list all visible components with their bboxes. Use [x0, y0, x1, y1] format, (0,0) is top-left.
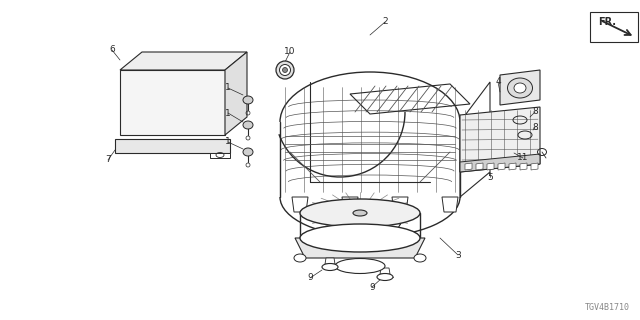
Text: 4: 4 [495, 77, 501, 86]
Text: 11: 11 [517, 154, 529, 163]
Text: 6: 6 [109, 45, 115, 54]
Polygon shape [342, 197, 358, 212]
Polygon shape [460, 107, 540, 172]
Ellipse shape [335, 259, 385, 274]
Polygon shape [380, 268, 390, 274]
Text: 9: 9 [307, 274, 313, 283]
Polygon shape [325, 258, 335, 264]
Polygon shape [531, 163, 538, 170]
Text: 3: 3 [455, 251, 461, 260]
Ellipse shape [300, 199, 420, 227]
Polygon shape [476, 163, 483, 170]
Text: 1: 1 [225, 138, 231, 147]
Polygon shape [487, 163, 494, 170]
Polygon shape [498, 163, 505, 170]
Text: FR.: FR. [598, 17, 616, 27]
Ellipse shape [294, 254, 306, 262]
Text: 8: 8 [532, 108, 538, 116]
Ellipse shape [353, 210, 367, 216]
Polygon shape [465, 163, 472, 170]
Text: 2: 2 [382, 18, 388, 27]
Polygon shape [509, 163, 516, 170]
Polygon shape [500, 70, 540, 105]
Ellipse shape [340, 214, 400, 234]
Ellipse shape [322, 263, 338, 270]
Text: TGV4B1710: TGV4B1710 [585, 303, 630, 312]
Polygon shape [442, 197, 458, 212]
Ellipse shape [508, 78, 532, 98]
Text: 10: 10 [284, 47, 296, 57]
Polygon shape [120, 70, 225, 135]
Ellipse shape [514, 83, 526, 93]
Polygon shape [225, 52, 247, 135]
Polygon shape [120, 52, 247, 70]
Polygon shape [295, 238, 425, 258]
Ellipse shape [243, 121, 253, 129]
Ellipse shape [414, 254, 426, 262]
Ellipse shape [280, 65, 291, 76]
Polygon shape [115, 139, 230, 153]
Ellipse shape [377, 274, 393, 281]
Ellipse shape [276, 61, 294, 79]
Ellipse shape [243, 96, 253, 104]
Polygon shape [520, 163, 527, 170]
Polygon shape [292, 197, 308, 212]
Polygon shape [460, 154, 540, 172]
Ellipse shape [243, 148, 253, 156]
Text: 7: 7 [105, 156, 111, 164]
Ellipse shape [282, 68, 287, 73]
Polygon shape [392, 197, 408, 212]
Text: 1: 1 [225, 108, 231, 117]
Text: 8: 8 [532, 123, 538, 132]
Text: 1: 1 [225, 84, 231, 92]
Ellipse shape [300, 224, 420, 252]
Polygon shape [210, 153, 230, 158]
Text: 5: 5 [487, 172, 493, 181]
Text: 9: 9 [369, 283, 375, 292]
